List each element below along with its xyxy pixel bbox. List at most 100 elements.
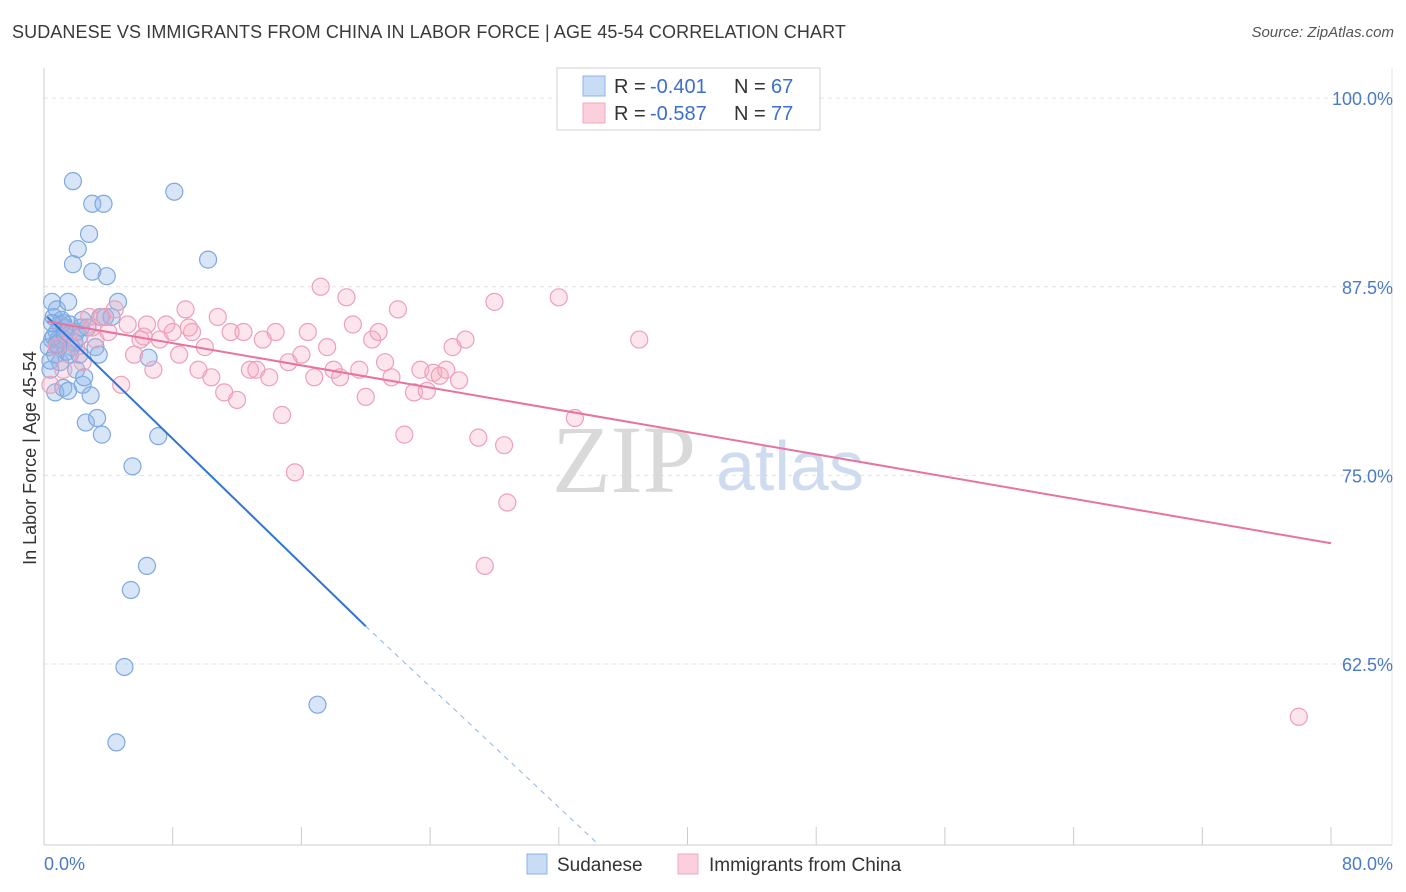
china-point-61: [437, 360, 456, 379]
bottom-legend-label-sudanese: Sudanese: [557, 855, 643, 876]
sudanese-point-35: [89, 345, 108, 364]
china-point-67: [485, 292, 504, 311]
china-point-38: [285, 463, 305, 482]
bottom-legend-swatch-sudanese: [526, 853, 548, 875]
china-point-11: [112, 375, 131, 394]
sudanese-trend-line: [46, 316, 367, 627]
china-point-25: [202, 368, 221, 387]
china-point-50: [363, 330, 382, 349]
china-point-43: [318, 338, 337, 357]
bottom-legend-swatch-china: [677, 853, 699, 875]
sudanese-point-30: [81, 386, 100, 405]
axes: [43, 68, 1393, 846]
sudanese-point-46: [139, 348, 158, 367]
china-point-18: [157, 315, 176, 334]
sudanese-point-43: [121, 580, 140, 600]
sudanese-point-49: [198, 250, 218, 269]
china-point-65: [469, 428, 488, 447]
sudanese-point-48: [165, 182, 184, 201]
china-point-52: [375, 353, 395, 372]
china-point-20: [170, 345, 189, 364]
china-point-3: [60, 322, 79, 342]
china-point-4: [67, 338, 86, 357]
sudanese-point-38: [94, 194, 113, 213]
watermark-atlas: atlas: [716, 427, 864, 505]
sudanese-point-45: [137, 556, 157, 575]
china-point-35: [266, 322, 285, 342]
y-tick-label-0: 62.5%: [1342, 655, 1393, 675]
china-point-70: [549, 288, 568, 307]
legend-swatch-sudanese: [582, 75, 606, 97]
china-point-36: [272, 405, 292, 425]
china-point-64: [456, 330, 475, 349]
bottom-legend-label-china: Immigrants from China: [709, 855, 902, 876]
china-point-31: [240, 360, 260, 379]
legend-n-label-2: N =: [734, 103, 766, 125]
y-axis-title: In Labor Force | Age 45-54: [20, 351, 40, 565]
tick-labels: 62.5% 75.0% 87.5% 100.0% 0.0% 80.0%: [44, 89, 1393, 874]
sudanese-point-28: [76, 413, 95, 432]
sudanese-point-52: [308, 695, 327, 714]
sudanese-point-23: [68, 239, 87, 259]
sudanese-point-50: [115, 657, 134, 677]
china-point-1: [47, 338, 66, 357]
legend-r-value-1: -0.401: [650, 76, 707, 98]
china-point-76: [179, 318, 198, 337]
china-point-72: [630, 330, 649, 349]
china-point-28: [221, 322, 240, 342]
chart-title: SUDANESE VS IMMIGRANTS FROM CHINA IN LAB…: [12, 22, 846, 42]
china-point-29: [227, 390, 247, 410]
china-point-0: [41, 375, 60, 394]
china-point-13: [124, 345, 144, 364]
china-point-26: [208, 307, 227, 327]
sudanese-point-51: [107, 733, 126, 752]
china-point-6: [79, 307, 99, 327]
watermark-zip: ZIP: [552, 406, 696, 513]
china-point-68: [495, 436, 514, 455]
china-point-5: [73, 353, 92, 372]
y-tick-label-2: 87.5%: [1342, 278, 1393, 298]
sudanese-point-47: [149, 427, 168, 446]
top-legend: R = -0.401 N = 67 R = -0.587 N = 77: [556, 67, 821, 131]
china-point-21: [176, 300, 195, 319]
china-point-47: [343, 315, 362, 334]
china-point-10: [105, 300, 124, 319]
legend-n-value-1: 67: [771, 76, 793, 98]
y-tick-label-3: 100.0%: [1332, 89, 1393, 109]
sudanese-point-29: [79, 224, 99, 244]
sudanese-trend-extension: [365, 625, 600, 846]
source-label: Source: ZipAtlas.com: [1251, 24, 1394, 41]
sudanese-point-34: [87, 408, 107, 428]
china-point-2: [54, 360, 73, 379]
china-point-46: [337, 288, 356, 307]
china-point-55: [395, 425, 414, 444]
china-point-53: [382, 368, 401, 387]
sudanese-point-20: [63, 255, 83, 274]
grid-lines: [44, 97, 1392, 665]
china-point-40: [298, 322, 317, 342]
legend-r-value-2: -0.587: [650, 103, 707, 125]
sudanese-point-44: [123, 457, 142, 476]
sudanese-point-19: [63, 172, 83, 191]
legend-n-label-1: N =: [734, 76, 766, 98]
china-trend-line: [47, 320, 1332, 545]
china-point-58: [417, 381, 436, 400]
china-point-73: [1289, 707, 1308, 726]
data-points: [39, 172, 1308, 752]
china-point-12: [118, 315, 137, 334]
china-point-54: [388, 300, 408, 319]
y-tick-label-1: 75.0%: [1342, 466, 1393, 486]
china-point-30: [234, 322, 253, 342]
china-point-39: [292, 345, 311, 364]
china-point-51: [369, 322, 388, 342]
legend-r-label-1: R =: [614, 76, 646, 98]
china-point-42: [311, 277, 330, 296]
bottom-legend: Sudanese Immigrants from China: [526, 853, 902, 876]
china-point-41: [305, 368, 324, 387]
sudanese-point-55: [59, 381, 78, 400]
china-point-63: [449, 371, 469, 390]
x-tick-label-1: 80.0%: [1342, 854, 1393, 874]
sudanese-point-37: [92, 425, 112, 444]
china-point-49: [356, 387, 375, 407]
